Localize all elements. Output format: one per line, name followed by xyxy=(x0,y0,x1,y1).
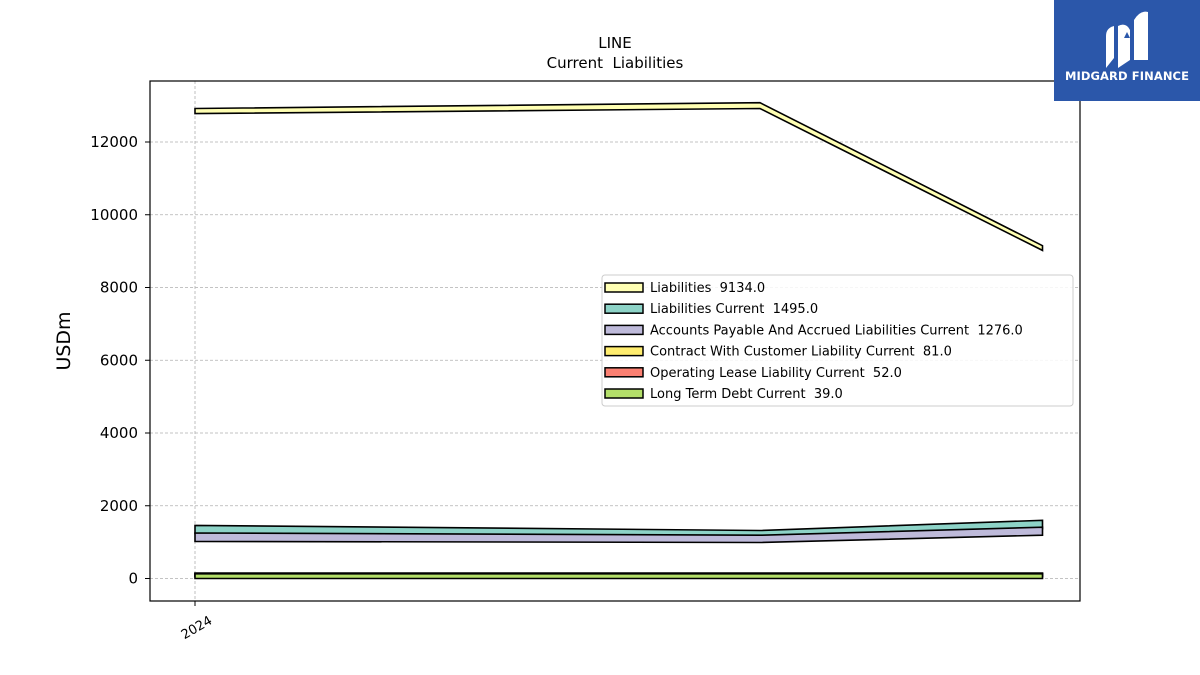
y-tick-label: 8000 xyxy=(100,279,138,297)
brand-name: MIDGARD FINANCE xyxy=(1064,69,1190,83)
chart-title: Current Liabilities xyxy=(547,54,684,72)
midgard-logo-icon xyxy=(1106,11,1148,69)
series-band-accounts-payable-and-accrued-liabilities-current xyxy=(194,526,1044,544)
legend-label: Liabilities 9134.0 xyxy=(650,281,765,296)
y-tick-label: 10000 xyxy=(90,206,138,224)
y-tick-label: 4000 xyxy=(100,424,138,442)
y-axis-label: USDm xyxy=(53,311,75,370)
legend-swatch xyxy=(604,345,644,357)
legend-swatch xyxy=(604,303,644,314)
series-band-liabilities xyxy=(194,101,1044,252)
x-tick-label: 2024 xyxy=(179,613,215,643)
legend-box xyxy=(601,274,1074,407)
y-tick-label: 0 xyxy=(128,570,138,588)
legend-swatch xyxy=(604,388,644,399)
y-tick-label: 12000 xyxy=(90,133,138,151)
series-band-long-term-debt-current xyxy=(194,572,1044,580)
legend-swatch xyxy=(604,367,644,378)
legend-label: Long Term Debt Current 39.0 xyxy=(650,387,843,402)
y-tick-label: 6000 xyxy=(100,351,138,369)
legend-label: Accounts Payable And Accrued Liabilities… xyxy=(650,323,1023,338)
brand-logo: MIDGARD FINANCE xyxy=(1054,0,1200,101)
chart-type-label: LINE xyxy=(598,34,631,52)
legend-swatch xyxy=(604,282,644,293)
y-tick-label: 2000 xyxy=(100,497,138,515)
legend-label: Liabilities Current 1495.0 xyxy=(650,302,818,317)
series-layer xyxy=(194,101,1044,580)
legend-swatch xyxy=(604,324,644,336)
legend-label: Contract With Customer Liability Current… xyxy=(650,345,952,360)
plot-frame xyxy=(149,80,1081,602)
legend: Liabilities 9134.0 Liabilities Current 14… xyxy=(601,274,1074,407)
legend-label: Operating Lease Liability Current 52.0 xyxy=(650,366,902,381)
